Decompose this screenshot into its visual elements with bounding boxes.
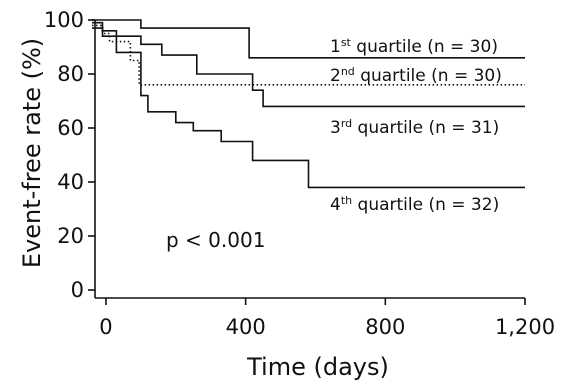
p-value-annotation: p < 0.001 — [166, 228, 265, 252]
series-line-3 — [92, 21, 525, 108]
y-tick-label: 80 — [57, 62, 84, 86]
y-tick-label: 0 — [71, 278, 84, 302]
series-line-1 — [92, 19, 525, 59]
series-label-3: 3rd quartile (n = 31) — [330, 117, 499, 138]
x-tick-label: 800 — [365, 315, 405, 339]
series-labels: 1st quartile (n = 30) 2nd quartile (n = 3… — [330, 36, 502, 215]
y-ticks: 0 20 40 60 80 100 — [44, 8, 95, 302]
y-tick-label: 60 — [57, 116, 84, 140]
series-label-1: 1st quartile (n = 30) — [330, 36, 498, 57]
x-tick-label: 1,200 — [495, 315, 555, 339]
y-tick-label: 20 — [57, 224, 84, 248]
series-line-2 — [92, 24, 525, 86]
x-axis: 0 400 800 1,200 — [95, 297, 555, 339]
y-tick-label: 100 — [44, 8, 84, 32]
series-group — [92, 19, 525, 189]
y-axis-label: Event-free rate (%) — [18, 38, 46, 268]
x-tick-label: 0 — [99, 315, 112, 339]
x-axis-label: Time (days) — [246, 353, 389, 381]
y-tick-label: 40 — [57, 170, 84, 194]
x-ticks: 0 400 800 1,200 — [99, 298, 555, 339]
x-tick-label: 400 — [226, 315, 266, 339]
series-label-4: 4th quartile (n = 32) — [330, 194, 499, 215]
y-axis: 0 20 40 60 80 100 — [44, 8, 96, 302]
series-label-2: 2nd quartile (n = 30) — [330, 65, 502, 86]
series-line-4 — [92, 27, 525, 189]
